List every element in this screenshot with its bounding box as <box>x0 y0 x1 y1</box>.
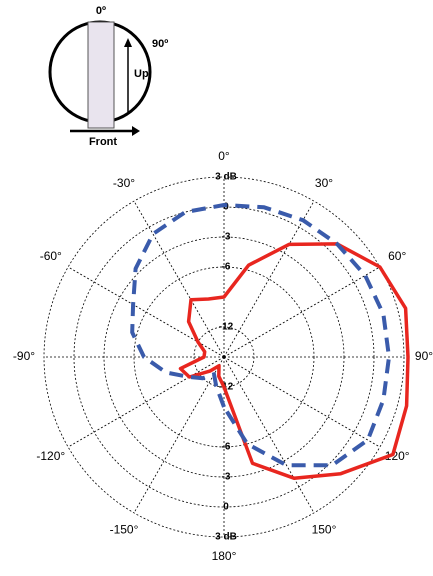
inset-label: Front <box>89 136 117 148</box>
spoke <box>133 356 225 514</box>
theta-tick-label: 30° <box>315 176 333 190</box>
theta-tick-label: 60° <box>388 249 406 263</box>
theta-tick-label: 150° <box>312 522 337 536</box>
r-tick-label: -6 <box>222 442 231 453</box>
series-line <box>130 203 391 468</box>
r-tick-label: 0 <box>223 502 229 513</box>
r-tick-label: -3 <box>222 232 231 243</box>
theta-tick-label: -30° <box>113 176 135 190</box>
grid-ring <box>43 176 405 538</box>
spoke <box>67 356 225 448</box>
r-tick-label: -6 <box>222 262 231 273</box>
spoke <box>223 266 381 358</box>
spoke <box>223 200 315 358</box>
series-line <box>178 242 410 480</box>
device <box>87 21 115 129</box>
inset-label: Up <box>134 68 149 80</box>
spoke <box>133 200 225 358</box>
r-tick-label: -12 <box>219 322 234 333</box>
spoke <box>223 356 381 448</box>
theta-tick-label: -90° <box>13 349 35 363</box>
polar-plot: 3 dB3 dB00-3-3-6-6-12-120°30°60°90°120°1… <box>13 149 433 563</box>
r-tick-label: 3 dB <box>215 532 237 543</box>
theta-tick-label: -150° <box>110 522 139 536</box>
inset-label: 90º <box>152 38 168 50</box>
r-tick-label: -3 <box>222 472 231 483</box>
theta-tick-label: -60° <box>40 249 62 263</box>
r-tick-label: 3 dB <box>215 172 237 183</box>
spoke <box>223 356 315 514</box>
theta-tick-label: 0° <box>218 149 230 163</box>
front-arrow-head <box>132 126 140 136</box>
r-tick-label: 0 <box>223 202 229 213</box>
inset-label: 0º <box>96 5 106 17</box>
up-arrow-head <box>124 38 132 47</box>
theta-tick-label: -120° <box>36 449 65 463</box>
theta-tick-label: 90° <box>415 349 433 363</box>
inset: 0º Up 90º Front <box>48 5 168 148</box>
theta-tick-label: 120° <box>385 449 410 463</box>
theta-tick-label: 180° <box>212 549 237 563</box>
r-tick-label: -12 <box>219 382 234 393</box>
